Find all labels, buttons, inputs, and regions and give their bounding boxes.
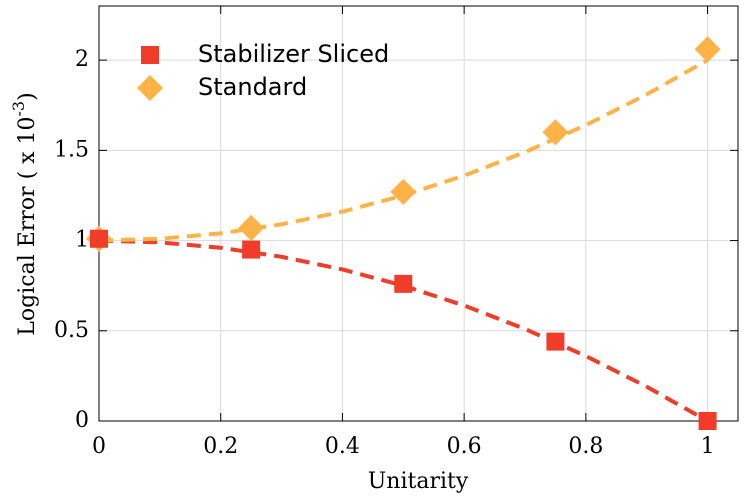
- y-tick-label: 0.5: [54, 318, 89, 343]
- data-point: [242, 240, 261, 259]
- plot-frame: [98, 5, 739, 422]
- x-tick-label: 1: [701, 434, 715, 459]
- data-point: [238, 214, 265, 241]
- data-point: [394, 274, 413, 293]
- x-tick-label: 0.6: [447, 434, 482, 459]
- x-tick-label: 0.8: [568, 434, 603, 459]
- x-axis-label: Unitarity: [368, 469, 469, 494]
- data-point: [390, 178, 417, 205]
- y-axis-label: Logical Error ( x 10-3): [9, 92, 41, 335]
- data-point: [698, 412, 717, 430]
- legend-label: Standard: [198, 73, 307, 101]
- y-axis-label-end: ): [15, 92, 40, 101]
- legend-marker: [141, 46, 159, 64]
- data-point: [694, 36, 721, 63]
- y-axis-label-exponent: -3: [9, 101, 28, 117]
- x-tick-label: 0: [92, 434, 106, 459]
- x-tick-label: 0.2: [203, 434, 238, 459]
- data-point: [90, 229, 108, 248]
- x-tick-label: 0.4: [325, 434, 360, 459]
- y-tick-label: 2: [75, 47, 89, 72]
- legend-label: Stabilizer Sliced: [198, 40, 389, 68]
- legend-marker: [137, 75, 163, 101]
- y-tick-label: 1.5: [54, 137, 89, 162]
- data-point: [542, 119, 569, 146]
- y-tick-label: 1: [75, 228, 89, 253]
- data-point: [546, 332, 565, 351]
- y-tick-label: 0: [75, 408, 89, 433]
- y-axis-label-main: Logical Error ( x 10: [15, 116, 40, 335]
